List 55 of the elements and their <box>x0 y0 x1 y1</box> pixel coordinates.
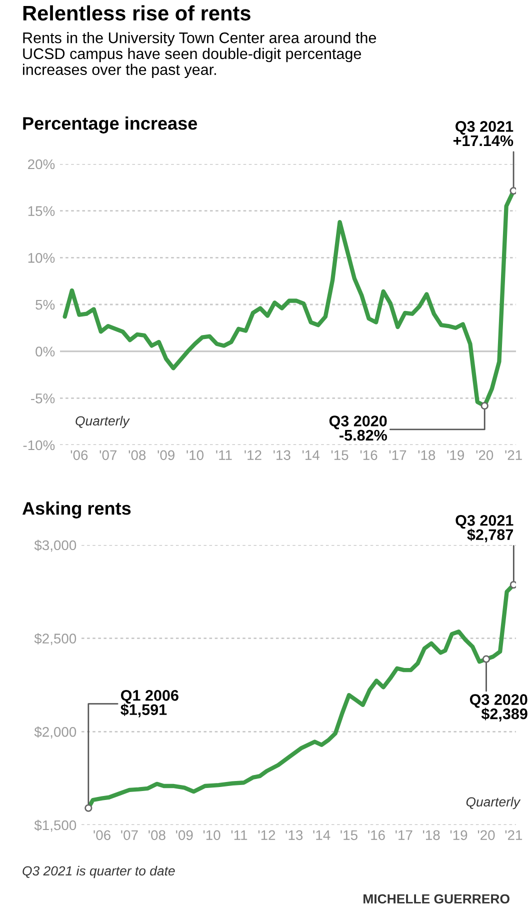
x-tick-label: '08 <box>128 450 146 460</box>
x-tick-label: '07 <box>121 830 138 840</box>
x-tick-label: '08 <box>148 830 166 840</box>
x-tick-label: '12 <box>258 830 276 840</box>
annotation: Q3 2021 +17.14% <box>453 121 514 146</box>
x-tick-label: '15 <box>331 450 348 460</box>
x-tick-label: '13 <box>286 830 303 840</box>
x-tick-label: '12 <box>244 450 262 460</box>
text: MICHELLE GUERRERO <box>364 894 510 904</box>
x-tick-label: '16 <box>368 830 385 840</box>
x-tick-label: '11 <box>216 450 232 460</box>
x-tick-label: '10 <box>186 450 204 460</box>
chart-subtitle: Relentless rise of rents Rents in the University Town Center area around the UCSD campus have seen double-digit percentage increases over the past year. <box>23 5 376 78</box>
y-tick-label: $1,500 <box>34 820 76 832</box>
x-tick-label: '06 <box>94 830 110 840</box>
annotation: Quarterly <box>76 416 130 428</box>
y-tick-label: 0% <box>36 346 55 357</box>
x-tick-label: '14 <box>302 450 320 460</box>
y-tick-label: 20% <box>28 159 55 170</box>
annotation: Q3 2020 $2,389 <box>470 694 528 722</box>
text: Q3 2021 is quarter to date <box>22 866 175 878</box>
y-tick-label: -10% <box>23 440 55 450</box>
annotation: Q3 2021 $2,787 <box>456 515 514 542</box>
x-tick-label: '13 <box>274 450 290 460</box>
x-tick-label: '20 <box>476 450 494 460</box>
x-tick-label: '21 <box>505 830 522 840</box>
x-tick-label: '15 <box>340 830 358 840</box>
annotation: Quarterly <box>466 796 521 810</box>
y-tick-label: 10% <box>28 253 55 263</box>
annotation: Q1 2006 $1,591 <box>120 690 178 718</box>
x-tick-label: '07 <box>100 450 116 460</box>
y-tick-label: $3,000 <box>34 540 76 552</box>
x-tick-label: '20 <box>478 830 495 840</box>
x-tick-label: '14 <box>313 830 330 840</box>
chart-title: Percentage increase <box>23 116 198 134</box>
y-tick-label: $2,000 <box>34 726 76 738</box>
chart-title: Asking rents <box>22 502 131 518</box>
x-tick-label: '09 <box>158 450 174 460</box>
x-tick-label: '09 <box>176 830 193 840</box>
x-tick-label: '17 <box>389 450 406 460</box>
x-tick-label: '21 <box>505 450 522 460</box>
x-tick-label: '10 <box>203 830 220 840</box>
y-tick-label: $2,500 <box>34 633 76 646</box>
x-tick-label: '11 <box>231 830 248 840</box>
y-tick-label: 5% <box>36 300 55 310</box>
annotation: Q3 2020 -5.82% <box>329 416 387 441</box>
y-tick-label: -5% <box>31 394 55 404</box>
y-tick-label: 15% <box>28 206 55 216</box>
x-tick-label: '18 <box>422 830 440 840</box>
x-tick-label: '17 <box>396 830 412 840</box>
x-tick-label: '16 <box>360 450 378 460</box>
x-tick-label: '06 <box>70 450 88 460</box>
x-tick-label: '19 <box>447 450 464 460</box>
x-tick-label: '19 <box>450 830 468 840</box>
x-tick-label: '18 <box>418 450 436 460</box>
